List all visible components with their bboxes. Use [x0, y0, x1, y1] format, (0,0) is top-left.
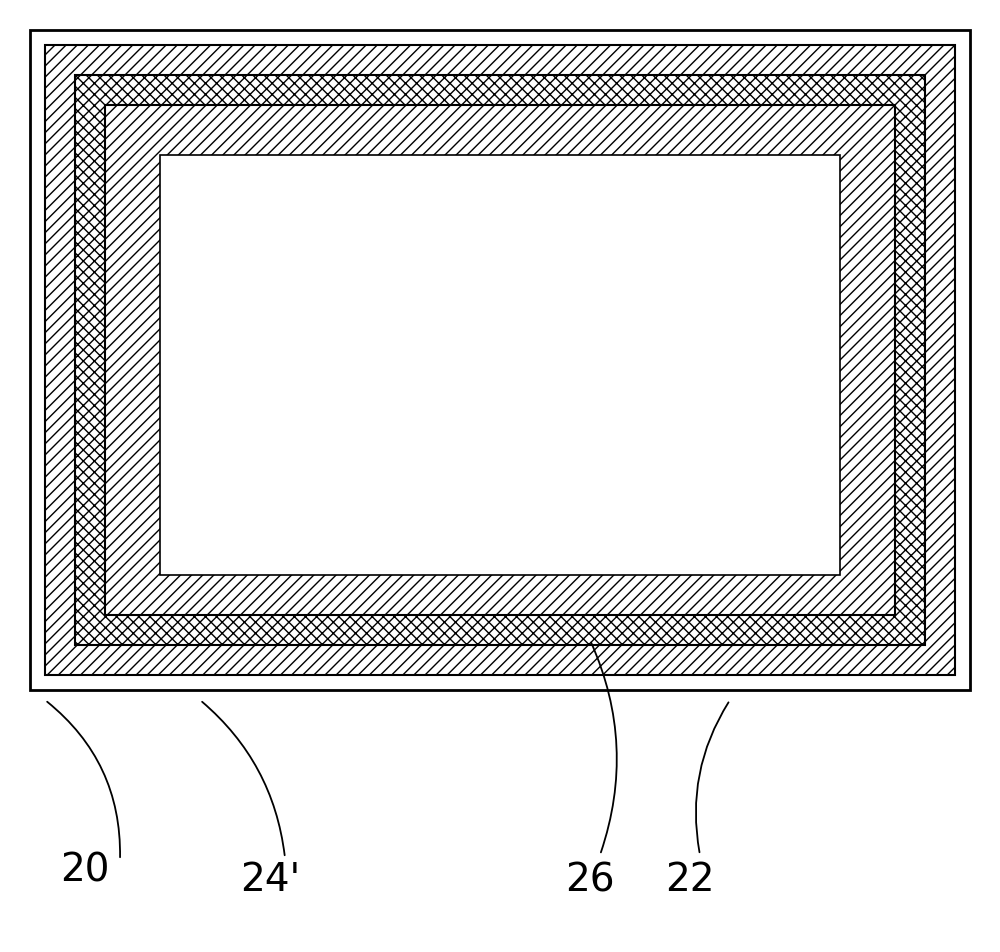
- Bar: [75, 75, 925, 645]
- Bar: [160, 155, 840, 575]
- Text: 24': 24': [240, 861, 300, 899]
- Text: 22: 22: [665, 861, 715, 899]
- Bar: [160, 155, 840, 575]
- Bar: [105, 105, 895, 615]
- Text: 20: 20: [60, 851, 110, 889]
- Text: 26: 26: [565, 861, 615, 899]
- Bar: [105, 105, 895, 615]
- Bar: [75, 75, 925, 645]
- Bar: [30, 30, 970, 690]
- Bar: [45, 45, 955, 675]
